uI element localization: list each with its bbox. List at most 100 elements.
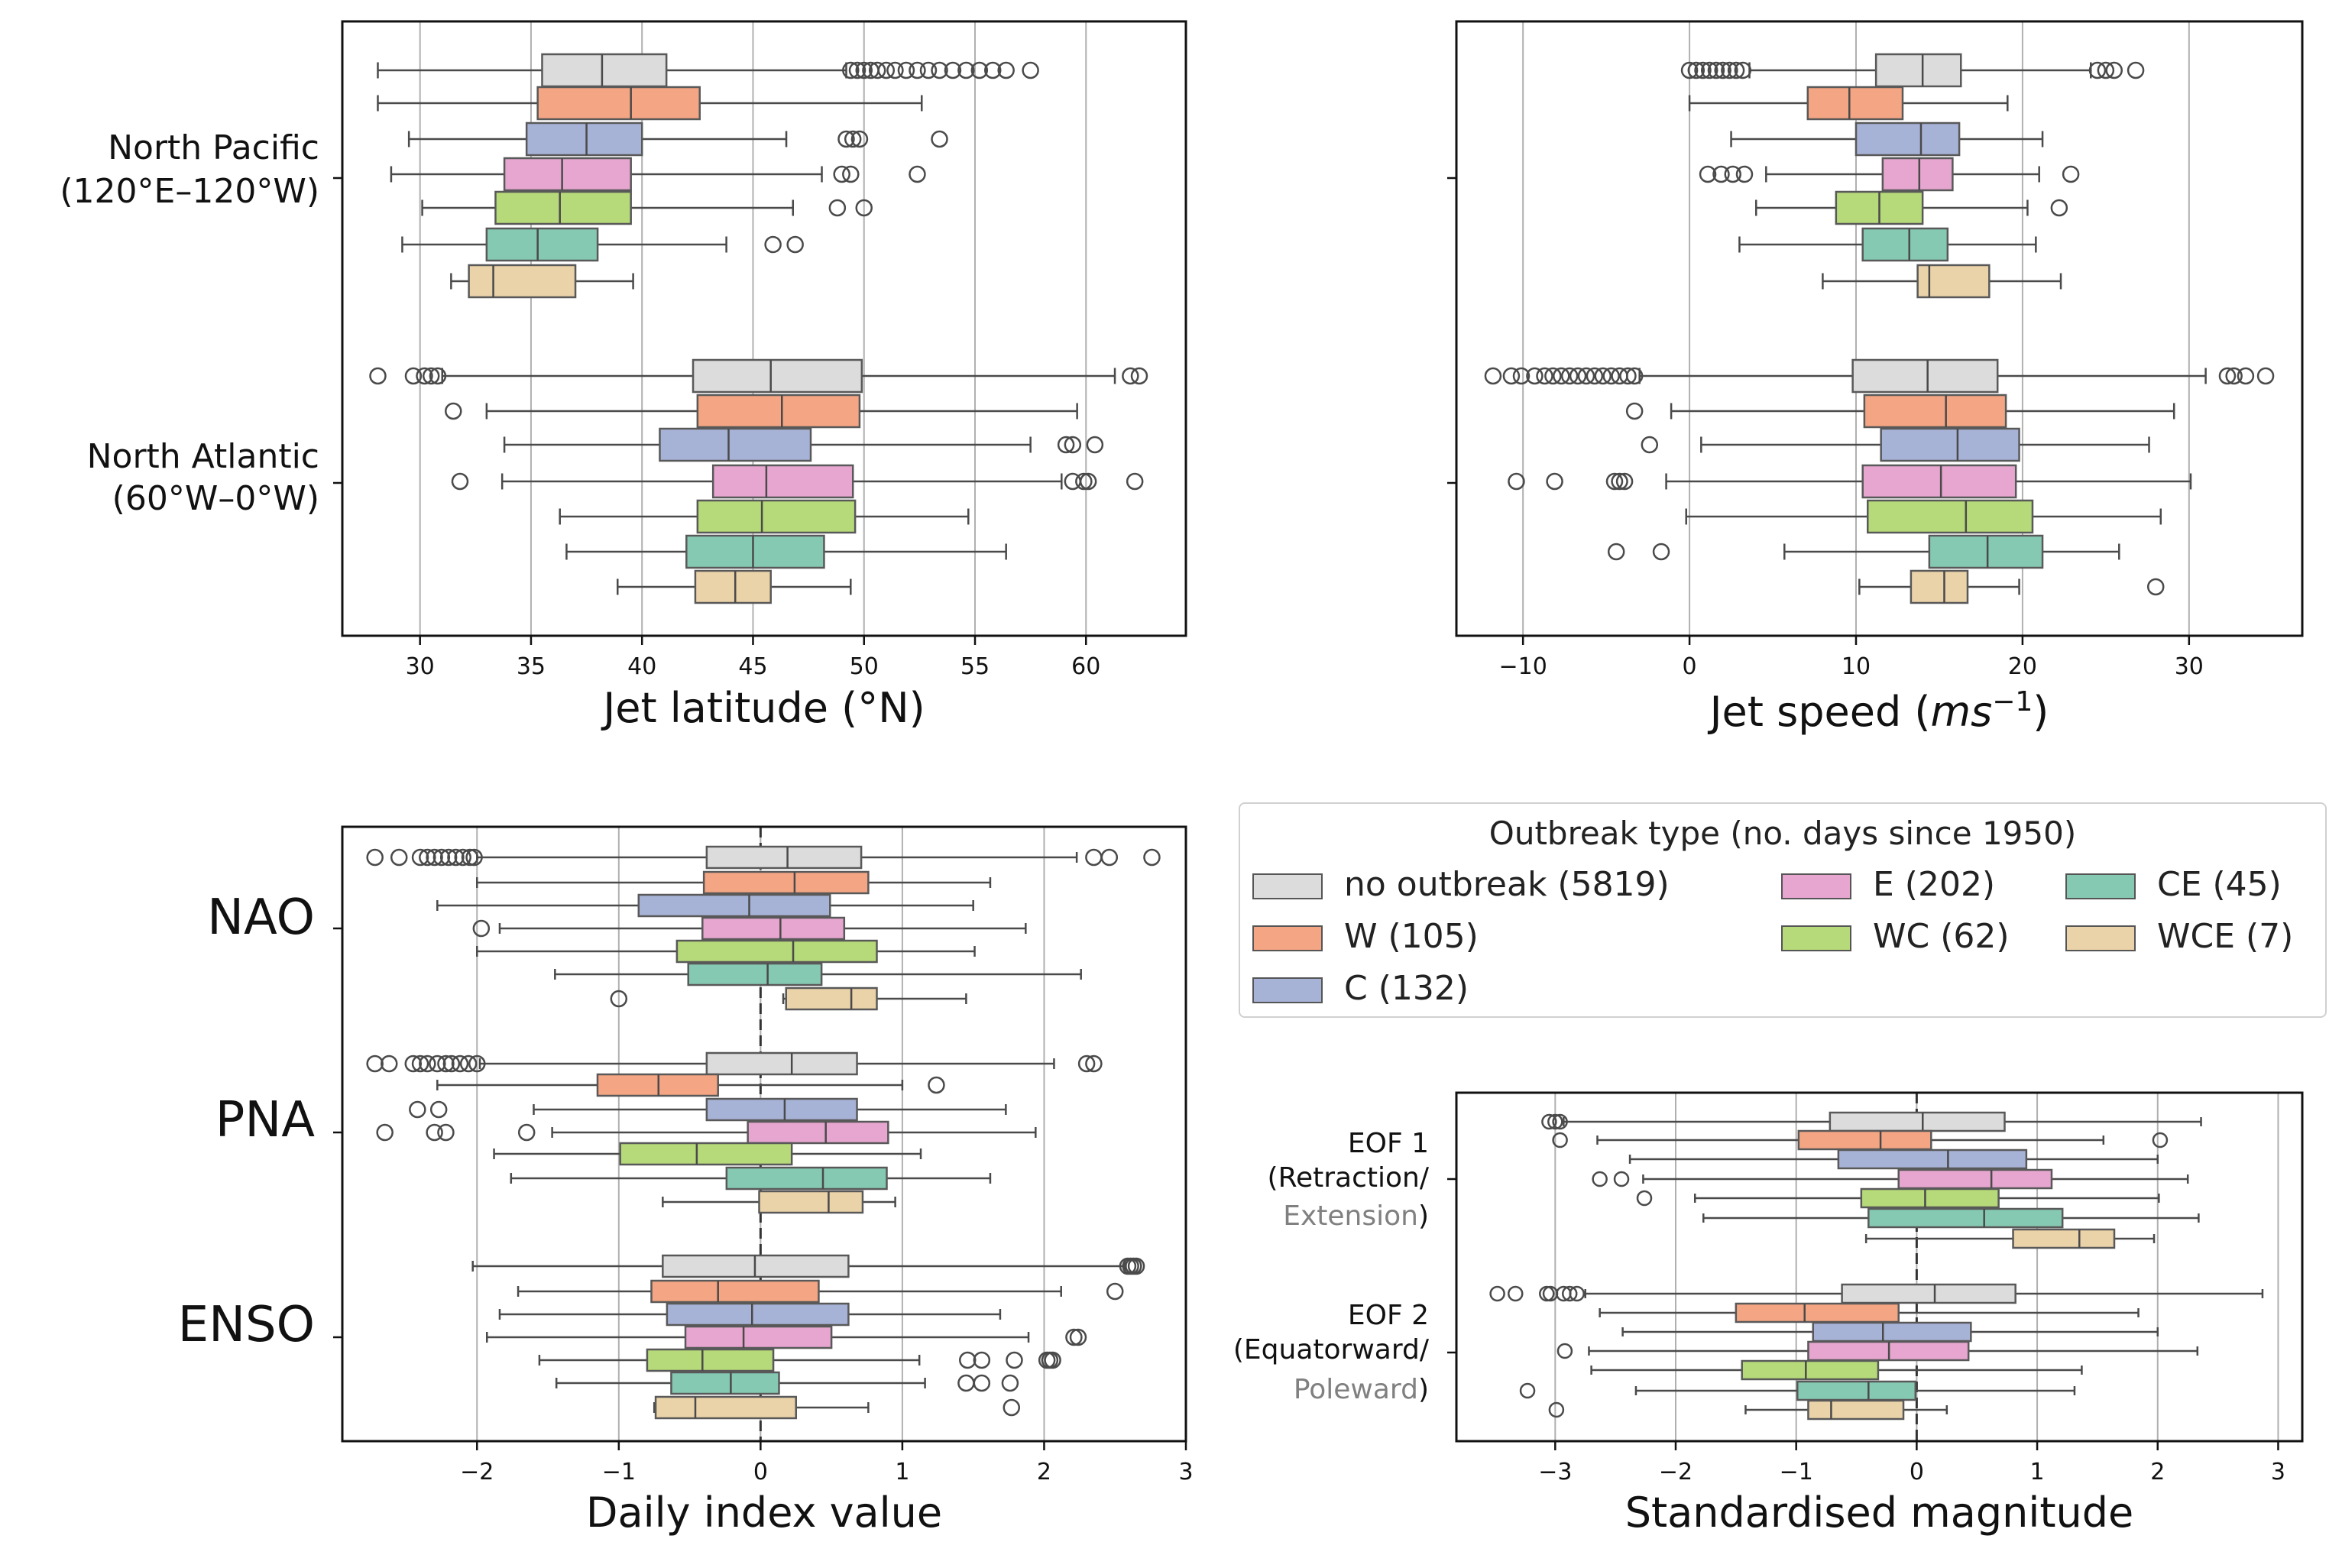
outlier-point bbox=[1508, 1285, 1524, 1302]
outlier-point bbox=[997, 61, 1015, 79]
box-1-4 bbox=[472, 916, 1027, 941]
box-2-2 bbox=[436, 1073, 945, 1097]
outlier-point bbox=[404, 367, 423, 385]
outlier-point bbox=[404, 1055, 423, 1073]
outlier-point bbox=[1586, 367, 1604, 385]
outlier-point bbox=[973, 1374, 991, 1392]
outlier-point bbox=[1502, 367, 1521, 385]
box-iqr bbox=[758, 1190, 864, 1214]
box-1-1 bbox=[377, 53, 1039, 88]
x-tick-label: 1 bbox=[895, 1459, 909, 1485]
outlier-point bbox=[447, 848, 465, 867]
x-tick-label: 30 bbox=[2175, 653, 2204, 680]
outlier-point bbox=[429, 367, 447, 385]
x-tick-label: 0 bbox=[753, 1459, 768, 1485]
box-1-7 bbox=[1822, 264, 2062, 299]
outlier-point bbox=[1636, 1190, 1653, 1207]
box-iqr bbox=[536, 86, 701, 121]
box-2-4 bbox=[451, 464, 1144, 499]
outlier-point bbox=[2127, 61, 2145, 79]
box-iqr bbox=[1829, 1111, 2006, 1132]
outlier-point bbox=[1699, 165, 1717, 183]
box-2-4 bbox=[376, 1120, 1037, 1145]
box-iqr bbox=[2012, 1228, 2116, 1249]
outlier-point bbox=[1057, 436, 1075, 454]
box-1-4 bbox=[390, 157, 926, 192]
outlier-point bbox=[429, 1055, 446, 1073]
y-group-label: (Retraction/ bbox=[1268, 1162, 1430, 1194]
box-iqr bbox=[485, 227, 599, 262]
outlier-point bbox=[1680, 61, 1699, 79]
outlier-point bbox=[1130, 367, 1148, 385]
box-1-5 bbox=[1754, 190, 2068, 225]
x-tick-label: −1 bbox=[602, 1459, 636, 1485]
box-iqr bbox=[685, 534, 825, 569]
outlier-point bbox=[445, 402, 462, 420]
box-iqr bbox=[1881, 157, 1954, 192]
outlier-point bbox=[442, 1055, 461, 1073]
box-iqr bbox=[747, 1120, 889, 1145]
legend-label: WC (62) bbox=[1873, 917, 2010, 956]
box-1-2 bbox=[1552, 1129, 2169, 1151]
box-2-5 bbox=[1590, 1359, 2083, 1381]
outlier-point bbox=[454, 848, 471, 867]
box-1-3 bbox=[1730, 121, 2044, 157]
x-tick-label: 0 bbox=[1683, 653, 1697, 680]
y-group-label: ENSO bbox=[178, 1297, 315, 1353]
x-axis-label: Daily index value bbox=[586, 1489, 942, 1537]
box-iqr bbox=[468, 264, 577, 299]
box-3-2 bbox=[517, 1279, 1124, 1304]
box-iqr bbox=[705, 1097, 858, 1122]
box-2-4 bbox=[1508, 464, 2192, 499]
legend-item: E (202) bbox=[1781, 865, 1995, 905]
outlier-point bbox=[439, 848, 458, 867]
outlier-point bbox=[1546, 472, 1563, 491]
outlier-point bbox=[957, 1374, 975, 1392]
legend-item: CE (45) bbox=[2065, 865, 2282, 905]
box-iqr bbox=[1807, 1399, 1905, 1421]
legend-swatch bbox=[1781, 925, 1851, 951]
box-iqr bbox=[1735, 1302, 1900, 1323]
box-iqr bbox=[705, 845, 863, 870]
outlier-point bbox=[764, 235, 782, 254]
outlier-point bbox=[390, 848, 408, 867]
legend-swatch bbox=[1252, 977, 1323, 1003]
box-iqr bbox=[1854, 121, 1961, 157]
outlier-point bbox=[419, 848, 436, 867]
outlier-point bbox=[1064, 436, 1082, 454]
box-3-4 bbox=[486, 1325, 1087, 1349]
box-2-6 bbox=[510, 1166, 992, 1191]
box-iqr bbox=[1866, 499, 2034, 534]
legend-item: no outbreak (5819) bbox=[1252, 865, 1670, 905]
box-iqr bbox=[1874, 53, 1962, 88]
x-tick-label: 45 bbox=[738, 653, 767, 680]
outlier-point bbox=[1577, 367, 1595, 385]
box-iqr bbox=[1863, 394, 2007, 429]
outlier-point bbox=[1625, 402, 1644, 420]
box-1-6 bbox=[1738, 227, 2037, 262]
x-axis-label: Jet latitude (°N) bbox=[601, 684, 925, 732]
outlier-point bbox=[1536, 367, 1553, 385]
outlier-point bbox=[1712, 165, 1730, 183]
outlier-point bbox=[461, 848, 479, 867]
outlier-point bbox=[1541, 1113, 1557, 1130]
box-3-7 bbox=[653, 1395, 1021, 1420]
outlier-point bbox=[2050, 199, 2068, 217]
box-1-2 bbox=[476, 870, 992, 895]
x-tick-label: 50 bbox=[850, 653, 879, 680]
outlier-point bbox=[1552, 1113, 1568, 1130]
outlier-point bbox=[973, 1351, 991, 1369]
x-tick-label: 60 bbox=[1071, 653, 1100, 680]
box-1-4 bbox=[1592, 1168, 2189, 1190]
box-iqr bbox=[1861, 227, 1949, 262]
axes-frame bbox=[341, 20, 1187, 637]
box-2-2 bbox=[445, 394, 1078, 429]
box-2-4 bbox=[1556, 1340, 2199, 1362]
outlier-point bbox=[837, 130, 855, 148]
legend-item: WCE (7) bbox=[2065, 917, 2293, 957]
outlier-point bbox=[1079, 472, 1097, 491]
outlier-point bbox=[1560, 367, 1579, 385]
y-group-label: North Pacific bbox=[108, 128, 319, 167]
box-iqr bbox=[1880, 427, 2020, 462]
outlier-point bbox=[2088, 61, 2107, 79]
